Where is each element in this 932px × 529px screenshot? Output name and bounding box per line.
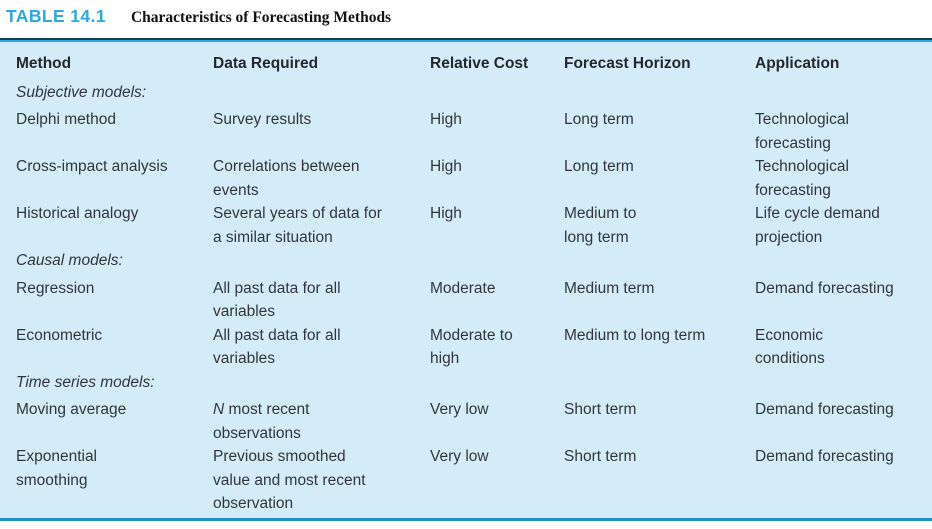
cell-relative-cost: High [430, 111, 462, 128]
cell-forecast-horizon: Long term [564, 158, 634, 175]
cell-application: Technological forecasting [755, 158, 849, 199]
cell-application: Demand forecasting [755, 401, 894, 418]
cell-relative-cost: High [430, 205, 462, 222]
figure-title: TABLE 14.1 Characteristics of Forecastin… [6, 6, 391, 27]
cell-data-required: All past data for all variables [213, 326, 341, 368]
cell-forecast-horizon: Medium term [564, 279, 655, 297]
section-row: Time series models: [16, 371, 914, 399]
cell-method: Econometric [16, 326, 103, 344]
table-row: Moving average N most recent observations… [16, 398, 914, 445]
cell-data-required: N most recent observations [213, 401, 310, 442]
cell-relative-cost: Moderate to high [430, 326, 513, 368]
cell-data-required: Several years of data for a similar situ… [213, 205, 382, 246]
table-rows: Subjective models: Delphi method Survey re… [16, 81, 914, 516]
cell-method: Historical analogy [16, 205, 139, 222]
table-row: Cross-impact analysis Correlations betwee… [16, 155, 914, 202]
cell-forecast-horizon: Short term [564, 401, 637, 418]
cell-method: Regression [16, 279, 95, 297]
column-header-forecast-horizon: Forecast Horizon [564, 55, 691, 72]
section-label: Causal models: [16, 252, 123, 269]
cell-application: Demand forecasting [755, 448, 894, 465]
section-label: Subjective models: [16, 83, 147, 101]
cell-relative-cost: Very low [430, 448, 489, 465]
cell-application: Demand forecasting [755, 279, 894, 297]
table-row: Econometric All past data for all variabl… [16, 324, 914, 371]
cell-method: Moving average [16, 401, 127, 418]
cell-method: Delphi method [16, 111, 116, 128]
cell-data-required: Correlations between events [213, 158, 360, 199]
column-header-application: Application [755, 55, 840, 72]
column-header-method: Method [16, 55, 72, 72]
table-number: TABLE 14.1 [6, 6, 106, 26]
table-row: Historical analogy Several years of data … [16, 202, 914, 249]
cell-relative-cost: Moderate [430, 279, 496, 297]
cell-forecast-horizon: Long term [564, 111, 634, 128]
table-caption: Characteristics of Forecasting Methods [130, 9, 392, 26]
column-header-data-required: Data Required [213, 55, 319, 72]
cell-data-required: Survey results [213, 111, 312, 128]
cell-method: Exponential smoothing [16, 448, 98, 489]
cell-data-required: All past data for all variables [213, 279, 341, 321]
table-row: Delphi method Survey results High Long term… [16, 108, 914, 155]
cell-forecast-horizon: Short term [564, 448, 637, 465]
column-header-relative-cost: Relative Cost [430, 55, 529, 72]
cell-data-required: Previous smoothed value and most recent … [213, 448, 366, 512]
section-label: Time series models: [16, 373, 155, 391]
cell-method: Cross-impact analysis [16, 158, 168, 175]
table-body: Method Data Required Relative Cost Forec… [0, 40, 932, 521]
table-row: Exponential smoothing Previous smoothed v… [16, 445, 914, 516]
section-row: Causal models: [16, 249, 914, 277]
cell-relative-cost: Very low [430, 401, 489, 418]
cell-forecast-horizon: Medium to long term [564, 326, 706, 344]
forecasting-methods-table: Method Data Required Relative Cost Forec… [0, 38, 932, 521]
cell-application: Economic conditions [755, 326, 825, 368]
cell-relative-cost: High [430, 158, 462, 175]
cell-forecast-horizon: Medium to long term [564, 205, 637, 246]
cell-application: Life cycle demand projection [755, 205, 880, 246]
cell-application: Technological forecasting [755, 111, 849, 152]
table-header-row: Method Data Required Relative Cost Forec… [16, 42, 914, 81]
section-row: Subjective models: [16, 81, 914, 109]
table-row: Regression All past data for all variable… [16, 277, 914, 324]
